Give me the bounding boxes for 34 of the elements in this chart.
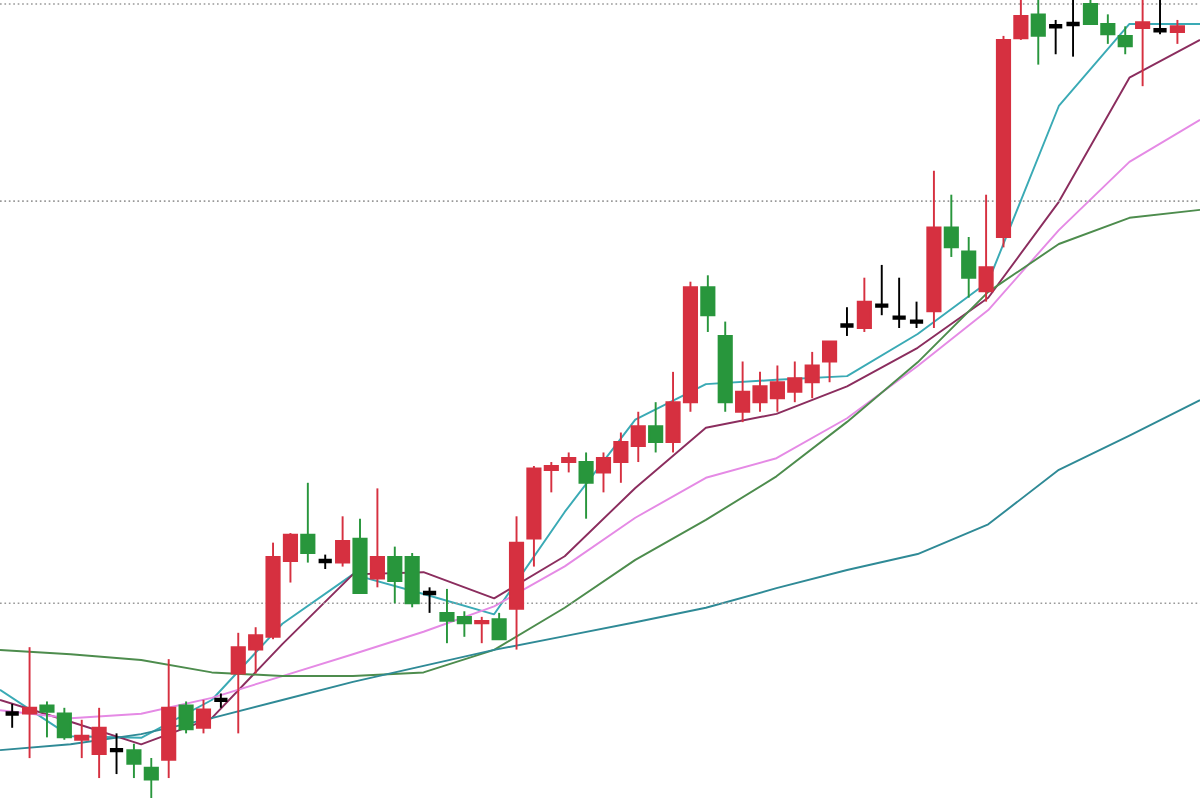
candlestick	[1151, 0, 1169, 36]
candlestick	[369, 487, 385, 589]
candlestick	[943, 193, 959, 258]
candlestick	[561, 451, 577, 474]
candlestick	[126, 742, 142, 780]
candlestick	[700, 274, 716, 333]
candlestick	[648, 401, 664, 454]
candlestick	[143, 757, 159, 798]
candlestick	[107, 732, 126, 776]
candlestick	[1013, 0, 1029, 41]
candlestick	[1046, 18, 1065, 56]
candlestick	[838, 306, 856, 337]
candlestick	[821, 340, 838, 384]
candlestick	[178, 700, 194, 735]
candlestick	[335, 515, 351, 568]
candlestick	[21, 646, 38, 760]
candlestick	[1117, 25, 1133, 56]
candlestick	[420, 586, 439, 614]
candlestick	[3, 702, 21, 729]
candlestick	[578, 451, 594, 520]
candlestick	[890, 276, 908, 329]
candlestick	[1169, 18, 1185, 45]
candlestick	[1135, 0, 1151, 88]
candlestick	[978, 193, 994, 303]
candlestick	[1030, 0, 1046, 66]
candlestick	[195, 698, 212, 735]
candlestick	[1064, 0, 1082, 58]
candlestick	[474, 615, 490, 645]
candlestick	[491, 611, 507, 641]
candlestick	[961, 236, 977, 299]
candlestick	[300, 481, 316, 564]
candlestick	[872, 263, 891, 317]
candlestick	[907, 300, 926, 329]
candlestick	[856, 276, 872, 333]
